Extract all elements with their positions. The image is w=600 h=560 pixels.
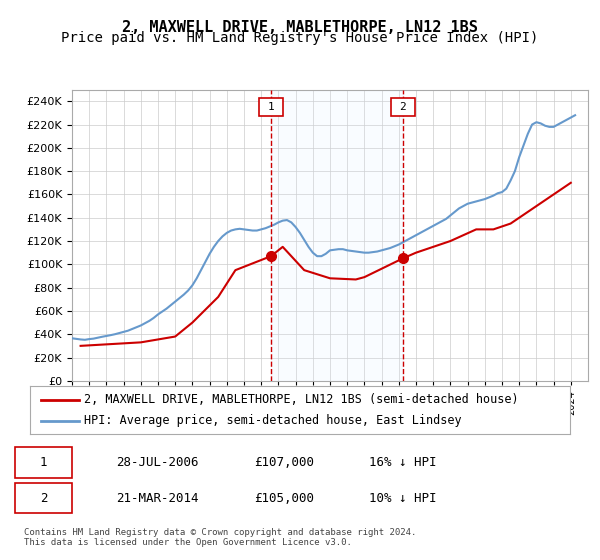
Text: 1: 1 xyxy=(40,456,47,469)
Text: Price paid vs. HM Land Registry's House Price Index (HPI): Price paid vs. HM Land Registry's House … xyxy=(61,31,539,45)
Text: 1: 1 xyxy=(268,102,274,112)
Text: 10% ↓ HPI: 10% ↓ HPI xyxy=(369,492,437,505)
Text: £105,000: £105,000 xyxy=(254,492,314,505)
Text: 2: 2 xyxy=(40,492,47,505)
FancyBboxPatch shape xyxy=(15,447,73,478)
Bar xyxy=(271,90,403,381)
FancyBboxPatch shape xyxy=(391,98,415,116)
FancyBboxPatch shape xyxy=(259,98,283,116)
Text: Contains HM Land Registry data © Crown copyright and database right 2024.
This d: Contains HM Land Registry data © Crown c… xyxy=(24,528,416,547)
Text: 21-MAR-2014: 21-MAR-2014 xyxy=(116,492,198,505)
Text: 2, MAXWELL DRIVE, MABLETHORPE, LN12 1BS: 2, MAXWELL DRIVE, MABLETHORPE, LN12 1BS xyxy=(122,20,478,35)
Text: HPI: Average price, semi-detached house, East Lindsey: HPI: Average price, semi-detached house,… xyxy=(84,414,461,427)
Text: 2, MAXWELL DRIVE, MABLETHORPE, LN12 1BS (semi-detached house): 2, MAXWELL DRIVE, MABLETHORPE, LN12 1BS … xyxy=(84,393,518,406)
Text: £107,000: £107,000 xyxy=(254,456,314,469)
Text: 2: 2 xyxy=(399,102,406,112)
FancyBboxPatch shape xyxy=(15,483,73,514)
Text: 16% ↓ HPI: 16% ↓ HPI xyxy=(369,456,437,469)
Text: 28-JUL-2006: 28-JUL-2006 xyxy=(116,456,198,469)
